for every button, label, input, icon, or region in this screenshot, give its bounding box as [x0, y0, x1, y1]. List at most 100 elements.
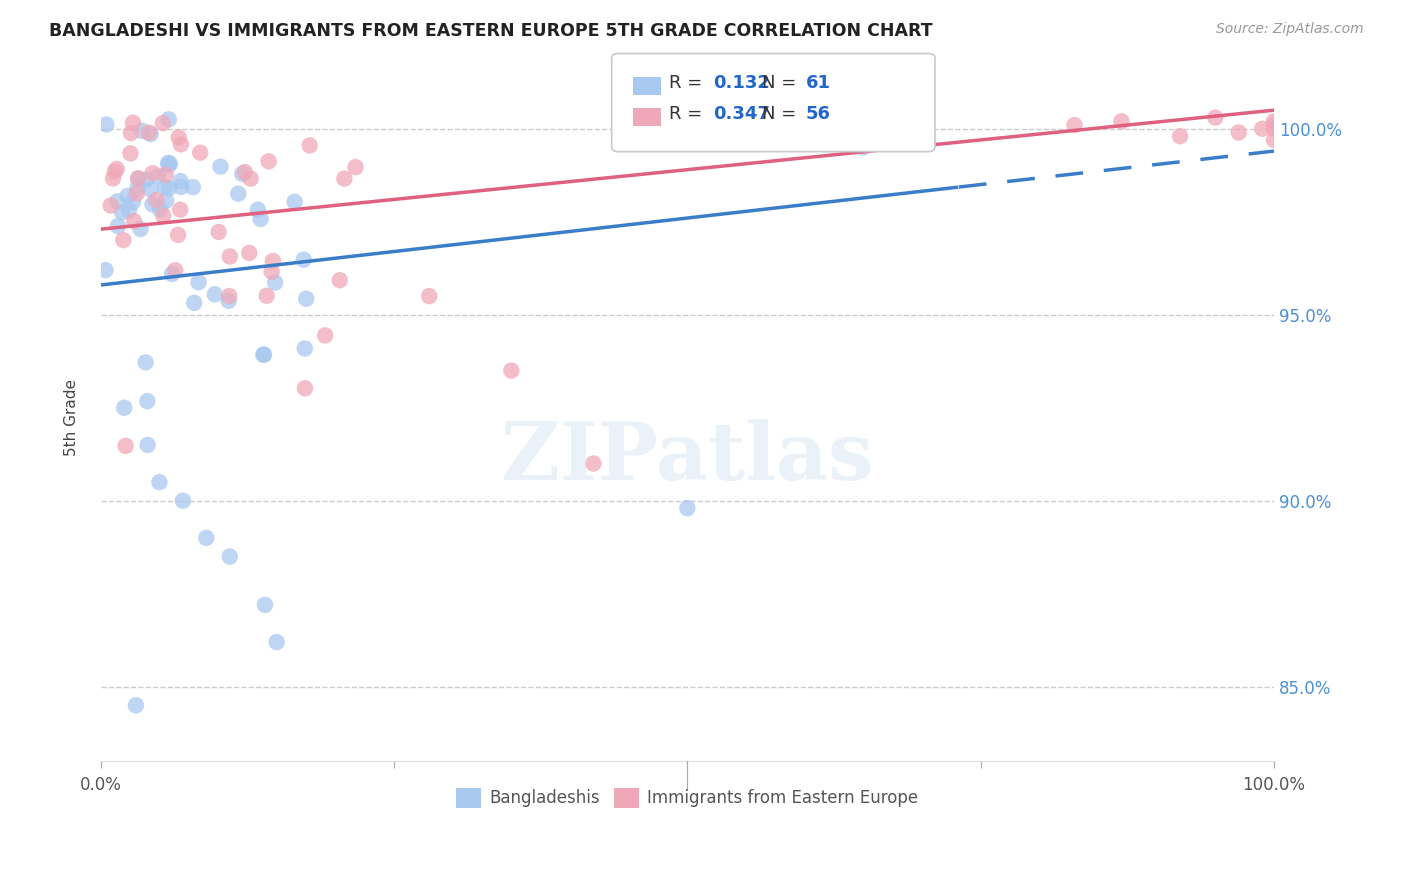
- Point: [298, 138, 321, 153]
- Point: [157, 156, 180, 170]
- Point: [135, 173, 157, 187]
- Point: [122, 194, 145, 209]
- Text: N =: N =: [762, 74, 801, 92]
- Point: [138, 126, 160, 140]
- Y-axis label: 5th Grade: 5th Grade: [65, 378, 79, 456]
- Text: R =: R =: [669, 74, 709, 92]
- Point: [1204, 111, 1226, 125]
- Point: [252, 348, 274, 362]
- Point: [139, 182, 162, 196]
- Point: [127, 171, 149, 186]
- Point: [94, 263, 117, 277]
- Point: [155, 194, 177, 208]
- Point: [1263, 121, 1285, 136]
- Point: [127, 181, 149, 195]
- Point: [253, 598, 276, 612]
- Point: [260, 265, 283, 279]
- Point: [107, 219, 129, 234]
- Point: [218, 549, 240, 564]
- Point: [218, 293, 240, 308]
- Point: [238, 245, 260, 260]
- Point: [125, 186, 148, 201]
- Point: [112, 401, 135, 415]
- Point: [183, 296, 205, 310]
- Point: [136, 438, 159, 452]
- Point: [101, 171, 124, 186]
- Point: [153, 180, 176, 194]
- Point: [231, 167, 253, 181]
- Point: [209, 160, 232, 174]
- Point: [169, 174, 191, 188]
- Point: [219, 250, 242, 264]
- Point: [329, 273, 352, 287]
- Point: [136, 394, 159, 409]
- Text: BANGLADESHI VS IMMIGRANTS FROM EASTERN EUROPE 5TH GRADE CORRELATION CHART: BANGLADESHI VS IMMIGRANTS FROM EASTERN E…: [49, 22, 932, 40]
- Point: [852, 140, 875, 154]
- Point: [295, 292, 318, 306]
- Point: [159, 157, 181, 171]
- Point: [148, 475, 170, 489]
- Point: [125, 698, 148, 713]
- Point: [501, 363, 523, 377]
- Point: [129, 222, 152, 236]
- Point: [264, 276, 287, 290]
- Point: [676, 501, 699, 516]
- Point: [127, 171, 149, 186]
- Point: [292, 252, 315, 267]
- Point: [157, 112, 180, 127]
- Text: ZIPatlas: ZIPatlas: [501, 419, 873, 498]
- Text: N =: N =: [762, 105, 801, 123]
- Point: [100, 198, 122, 212]
- Point: [195, 531, 218, 545]
- Point: [112, 233, 135, 247]
- Point: [239, 171, 262, 186]
- Point: [157, 181, 180, 195]
- Point: [257, 154, 280, 169]
- Point: [135, 355, 157, 369]
- Point: [314, 328, 336, 343]
- Point: [226, 186, 249, 201]
- Point: [204, 287, 226, 301]
- Text: Source: ZipAtlas.com: Source: ZipAtlas.com: [1216, 22, 1364, 37]
- Point: [141, 197, 163, 211]
- Point: [105, 194, 128, 209]
- Text: 0.132: 0.132: [713, 74, 769, 92]
- Point: [1251, 121, 1274, 136]
- Point: [120, 146, 142, 161]
- Point: [333, 171, 356, 186]
- Point: [344, 160, 367, 174]
- Text: 0.347: 0.347: [713, 105, 769, 123]
- Point: [145, 193, 167, 207]
- Point: [256, 289, 278, 303]
- Point: [187, 275, 209, 289]
- Point: [253, 347, 276, 361]
- Point: [122, 116, 145, 130]
- Point: [262, 254, 284, 268]
- Point: [170, 137, 193, 152]
- Point: [1263, 118, 1285, 132]
- Point: [120, 126, 142, 140]
- Point: [181, 180, 204, 194]
- Point: [249, 211, 271, 226]
- Point: [167, 227, 190, 242]
- Point: [218, 289, 240, 303]
- Point: [266, 635, 288, 649]
- Point: [111, 205, 134, 219]
- Point: [105, 161, 128, 176]
- Point: [294, 342, 316, 356]
- Point: [114, 439, 136, 453]
- Point: [139, 127, 162, 141]
- Point: [155, 168, 177, 182]
- Point: [1168, 129, 1191, 144]
- Point: [104, 164, 127, 178]
- Point: [131, 124, 153, 138]
- Text: 56: 56: [806, 105, 831, 123]
- Point: [418, 289, 440, 303]
- Point: [170, 180, 193, 194]
- Point: [142, 166, 165, 180]
- Point: [157, 158, 180, 172]
- Point: [207, 225, 229, 239]
- Point: [1263, 133, 1285, 147]
- Point: [96, 118, 118, 132]
- Point: [172, 493, 194, 508]
